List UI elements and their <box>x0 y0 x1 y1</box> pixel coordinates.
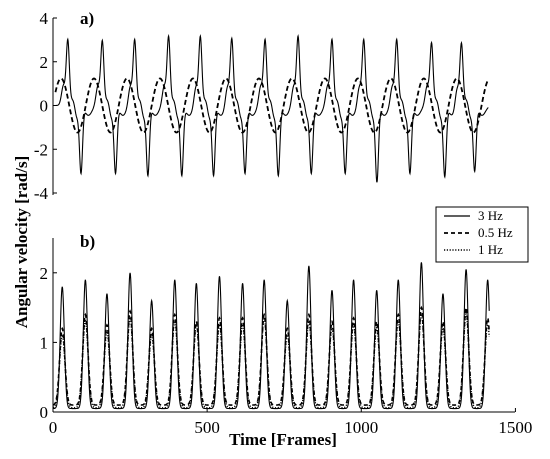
panel-a-y-tick-label: 2 <box>40 53 49 72</box>
legend-label: 1 Hz <box>478 242 503 257</box>
panel-b-series-dotted <box>52 312 490 409</box>
panel-a-label: a) <box>80 9 94 28</box>
legend: 3 Hz 0.5 Hz 1 Hz <box>435 206 529 263</box>
panel-a-y-tick-label: -4 <box>34 184 49 203</box>
panel-a: 4 2 0 -2 -4 a) <box>34 9 490 203</box>
panel-b-x-tick-label: 1000 <box>344 418 378 437</box>
panel-b-x-tick-label: 1500 <box>498 418 532 437</box>
panel-b-label: b) <box>80 232 95 251</box>
x-axis-title: Time [Frames] <box>229 430 337 449</box>
legend-label: 3 Hz <box>478 208 503 223</box>
legend-label: 0.5 Hz <box>478 225 513 240</box>
panel-b-x-tick-label: 500 <box>194 418 220 437</box>
panel-a-y-tick-label: 0 <box>40 97 49 116</box>
panel-b-series-solid <box>53 262 490 410</box>
panel-b-y-tick-label: 0 <box>40 403 49 422</box>
panel-a-series-dashed <box>54 77 490 134</box>
panel-b-x-tick-label: 0 <box>49 418 58 437</box>
panel-a-y-tick-label: 4 <box>40 9 49 28</box>
panel-b: 0 1 2 0 500 1000 1500 Time [Frames] b) 3 Hz 0.5 Hz… <box>40 206 532 449</box>
panel-b-y-tick-label: 1 <box>40 333 49 352</box>
y-axis-title: Angular velocity [rad/s] <box>12 156 31 329</box>
panel-b-y-tick-label: 2 <box>40 264 49 283</box>
panel-a-y-tick-label: -2 <box>34 140 48 159</box>
panel-a-series-solid <box>53 33 489 183</box>
